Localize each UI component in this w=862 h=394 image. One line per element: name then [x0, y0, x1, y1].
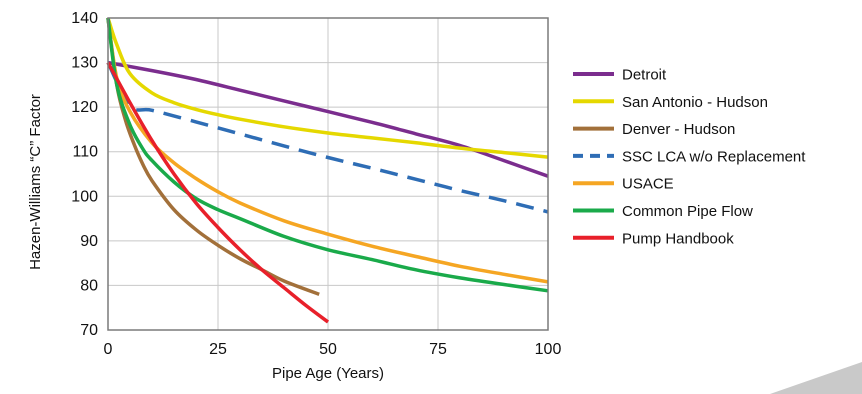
tick-labels: 70 80 90 100 110 120 130 140 0 25 50 75 100: [71, 10, 561, 358]
x-axis-label: Pipe Age (Years): [272, 365, 384, 382]
y-tick-label: 120: [71, 99, 98, 116]
series-line-common-pipe-flow: [106, 17, 549, 293]
y-tick-label: 130: [71, 55, 98, 72]
series-line-pump-handbook: [106, 61, 330, 324]
y-tick-label: 110: [72, 144, 98, 161]
x-tick-label: 25: [209, 341, 227, 358]
x-tick-label: 50: [319, 341, 337, 358]
series-line-ssc-lca-w-o-replacement: [106, 61, 549, 214]
corner-decoration: [770, 362, 862, 394]
legend-label-common-pipe-flow: Common Pipe Flow: [622, 203, 753, 220]
x-tick-label: 75: [429, 341, 447, 358]
y-tick-label: 100: [71, 188, 98, 205]
y-tick-label: 70: [80, 322, 98, 339]
series-lines: [106, 17, 549, 324]
y-tick-label: 80: [80, 277, 98, 294]
series-line-usace: [106, 17, 549, 284]
y-axis-label: Hazen-Williams “C” Factor: [27, 94, 44, 270]
legend: Detroit San Antonio - Hudson Denver - Huds…: [573, 67, 806, 247]
plot-frame: [107, 17, 549, 331]
x-tick-label: 100: [535, 341, 562, 358]
y-tick-label: 140: [71, 10, 98, 27]
x-tick-label: 0: [104, 341, 113, 358]
legend-label-usace: USACE: [622, 176, 674, 193]
series-line-denver-hudson: [106, 17, 320, 296]
y-tick-label: 90: [80, 233, 98, 250]
legend-label-ssc-lca-w-o-replacement: SSC LCA w/o Replacement: [622, 148, 806, 165]
legend-label-detroit: Detroit: [622, 67, 667, 84]
series-line-san-antonio-hudson: [106, 17, 549, 159]
legend-label-denver-hudson: Denver - Hudson: [622, 121, 735, 138]
legend-label-pump-handbook: Pump Handbook: [622, 230, 734, 247]
legend-label-san-antonio-hudson: San Antonio - Hudson: [622, 94, 768, 111]
